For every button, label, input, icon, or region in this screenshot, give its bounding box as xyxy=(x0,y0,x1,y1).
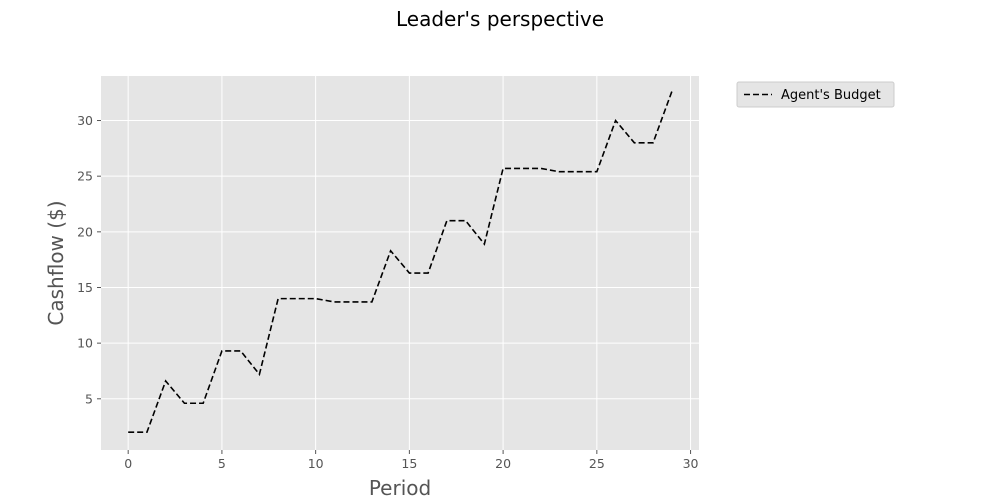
legend-label: Agent's Budget xyxy=(781,88,881,103)
grid-lines xyxy=(101,76,699,450)
legend: Agent's Budget xyxy=(736,81,895,108)
x-tick-label: 0 xyxy=(124,456,132,471)
legend-box xyxy=(736,81,895,108)
y-tick-label: 25 xyxy=(77,169,93,184)
y-tick-label: 10 xyxy=(77,336,93,351)
x-tick-label: 30 xyxy=(683,456,699,471)
x-tick-label: 5 xyxy=(218,456,226,471)
chart-title: Leader's perspective xyxy=(396,7,604,31)
x-tick-label: 25 xyxy=(589,456,605,471)
plot-area xyxy=(101,76,699,450)
y-axis-label: Cashflow ($) xyxy=(44,200,68,325)
y-tick-label: 30 xyxy=(77,113,93,128)
y-tick-label: 15 xyxy=(77,280,93,295)
x-axis-label: Period xyxy=(369,476,431,500)
y-tick-label: 5 xyxy=(85,391,93,406)
x-tick-label: 15 xyxy=(401,456,417,471)
y-tick-label: 20 xyxy=(77,224,93,239)
series-line-agents-budget xyxy=(128,91,673,433)
y-axis-ticks: 5 10 15 20 25 30 xyxy=(77,113,101,406)
x-tick-label: 20 xyxy=(495,456,511,471)
x-tick-label: 10 xyxy=(308,456,324,471)
x-axis-ticks: 0 5 10 15 20 25 30 xyxy=(124,450,699,471)
